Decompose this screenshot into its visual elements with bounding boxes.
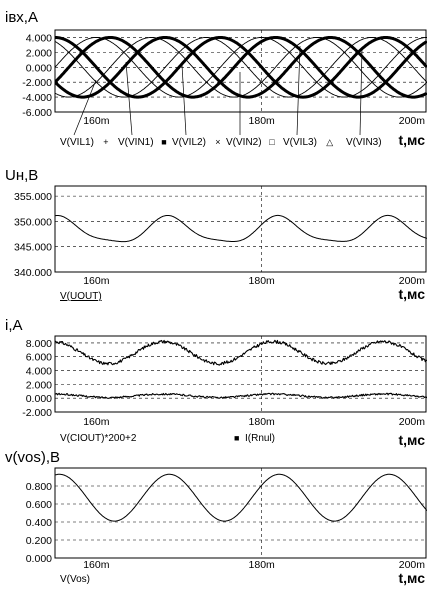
y-tick-label: 0.600 [26, 499, 52, 511]
y-tick-label: 4.000 [26, 32, 52, 44]
plot-area [55, 473, 427, 522]
plot-frame [54, 29, 427, 113]
x-axis-label: t,мс [398, 432, 425, 448]
x-tick-label: 200m [399, 275, 426, 287]
y-tick-label: 340.000 [14, 267, 52, 279]
y-tick-label: -4.000 [22, 92, 52, 104]
x-tick-label: 180m [249, 275, 276, 287]
x-axis-label: t,мс [398, 132, 425, 148]
legend-marker: × [215, 137, 220, 147]
y-tick-label: -6.000 [22, 107, 52, 119]
legend-leader-line [73, 79, 97, 136]
legend-entry: V(UOUT) [60, 291, 102, 302]
series-line-1 [55, 392, 427, 399]
chart-title: v(vos),B [5, 449, 60, 466]
y-tick-label: -2.000 [22, 77, 52, 89]
x-tick-label: 180m [249, 416, 276, 428]
legend-entry: I(Rnul) [245, 433, 275, 444]
legend-marker: ■ [234, 433, 239, 443]
legend-marker: ■ [161, 137, 166, 147]
legend-leader-line [181, 64, 187, 136]
y-tick-label: 4.000 [26, 366, 52, 378]
series-line-0 [55, 339, 427, 366]
series-line-0 [55, 473, 427, 522]
x-tick-label: 160m [83, 416, 110, 428]
x-tick-label: 200m [399, 559, 426, 571]
plot-frame [54, 467, 427, 559]
legend-entry: V(VIL1) [60, 137, 94, 148]
legend-entry: V(CIOUT)*200+2 [60, 433, 137, 444]
y-tick-label: 0.200 [26, 535, 52, 547]
x-tick-label: 160m [83, 275, 110, 287]
legend-marker: △ [326, 137, 333, 147]
legend-entry: V(VIL3) [283, 137, 317, 148]
series-line-3 [55, 37, 427, 98]
y-tick-label: 350.000 [14, 216, 52, 228]
x-tick-label: 200m [399, 115, 426, 127]
plot-area [55, 339, 427, 399]
x-axis-label: t,мс [398, 286, 425, 302]
legend-marker: + [103, 137, 108, 147]
y-tick-label: 345.000 [14, 242, 52, 254]
y-tick-label: 8.000 [26, 338, 52, 350]
legend-entry: V(Vos) [60, 574, 90, 585]
legend-entry: V(VIN2) [226, 137, 262, 148]
y-tick-label: 0.000 [26, 62, 52, 74]
y-tick-label: 6.000 [26, 352, 52, 364]
y-tick-label: -2.000 [22, 407, 52, 419]
y-tick-label: 0.000 [26, 553, 52, 565]
series-line-2 [55, 36, 427, 99]
plot-frame [54, 335, 427, 413]
legend-marker: □ [269, 137, 275, 147]
legend-entry: V(VIL2) [172, 137, 206, 148]
x-tick-label: 180m [249, 115, 276, 127]
y-tick-label: 355.000 [14, 191, 52, 203]
x-tick-label: 180m [249, 559, 276, 571]
plot-area [55, 36, 427, 99]
x-tick-label: 160m [83, 115, 110, 127]
y-tick-label: 0.400 [26, 517, 52, 529]
legend-entry: V(VIN1) [118, 137, 154, 148]
plot-area [55, 214, 427, 243]
chart-title: i,A [5, 317, 23, 334]
y-tick-label: 2.000 [26, 379, 52, 391]
x-axis-label: t,мс [398, 570, 425, 586]
legend-entry: V(VIN3) [346, 137, 382, 148]
series-line-0 [55, 214, 427, 243]
chart-title: iвх,A [5, 9, 38, 26]
legend-leader-line [296, 45, 301, 136]
series-line-5 [55, 37, 427, 98]
y-tick-label: 0.000 [26, 393, 52, 405]
y-tick-label: 0.800 [26, 481, 52, 493]
plot-frame [54, 185, 427, 273]
y-tick-label: 2.000 [26, 47, 52, 59]
chart-title: Uн,B [5, 167, 38, 184]
x-tick-label: 160m [83, 559, 110, 571]
legend-leader-line [359, 49, 363, 136]
legend-leader-line [125, 61, 133, 136]
x-tick-label: 200m [399, 416, 426, 428]
